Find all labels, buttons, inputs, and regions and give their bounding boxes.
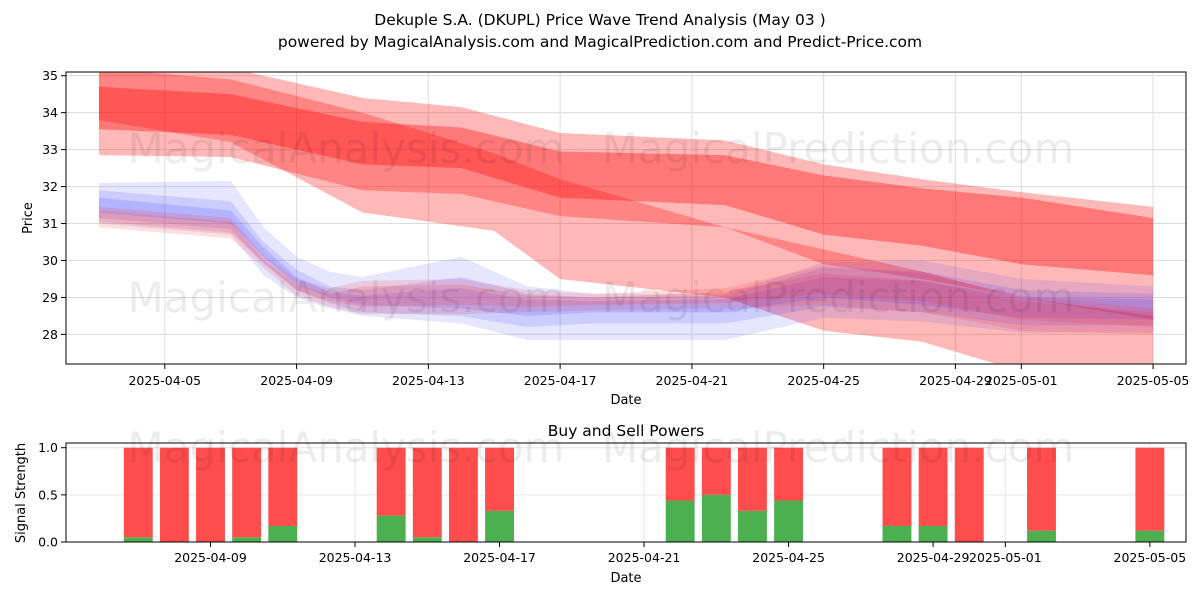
power-y-ticks: 0.0 0.5 1.0 [38, 440, 66, 550]
power-x-tick-label: 2025-05-05 [1114, 550, 1187, 565]
sell-bar [738, 447, 767, 511]
price-x-tick-label: 2025-04-29 [919, 373, 992, 388]
buy-bar [268, 525, 298, 542]
sell-bar [232, 447, 262, 538]
sell-bar [882, 447, 912, 526]
price-band-pink-wave-0 [98, 206, 1154, 335]
price-x-tick-label: 2025-04-13 [392, 373, 465, 388]
power-x-tick-label: 2025-05-01 [969, 550, 1042, 565]
price-bands [98, 72, 1154, 364]
sell-bar [918, 447, 948, 526]
power-plot-frame [65, 442, 1187, 543]
buy-bar [882, 525, 912, 542]
price-x-tick-label: 2025-04-25 [787, 373, 860, 388]
watermark-text: MagicalPrediction.com [602, 124, 1075, 173]
sell-bar [159, 447, 189, 542]
price-band-blue-wave-2 [98, 197, 1154, 320]
price-x-tick-label: 2025-04-21 [656, 373, 729, 388]
buy-bar [412, 537, 442, 542]
price-chart-subtitle: powered by MagicalAnalysis.com and Magic… [278, 33, 922, 51]
buy-bar [232, 537, 262, 542]
power-bars [123, 447, 1165, 542]
price-band-blue-wave-1 [98, 190, 1154, 328]
power-x-ticks: 2025-04-09 2025-04-13 2025-04-17 2025-04-21… [174, 542, 1186, 565]
price-y-tick-label: 35 [42, 68, 58, 83]
price-y-tick-label: 28 [42, 327, 58, 342]
buy-bar [701, 494, 731, 542]
power-x-tick-label: 2025-04-25 [752, 550, 825, 565]
buy-bar [485, 510, 514, 542]
price-y-tick-label: 29 [42, 290, 58, 305]
power-x-tick-label: 2025-04-29 [897, 550, 970, 565]
buy-bar [1027, 530, 1056, 542]
watermark-text: MagicalAnalysis.com [128, 423, 565, 472]
power-watermarks: MagicalAnalysis.com MagicalPrediction.com [128, 423, 1075, 472]
price-band-blue-wave-0 [98, 181, 1154, 340]
sell-bar [448, 447, 478, 542]
watermark-text: MagicalPrediction.com [602, 273, 1075, 322]
price-band-red-wave-upper-outer--2 [98, 72, 1154, 364]
price-y-tick-label: 33 [42, 142, 58, 157]
price-y-axis-label: Price [21, 202, 36, 234]
buy-bar [918, 525, 948, 542]
sell-bar [268, 447, 298, 526]
sell-bar [774, 447, 804, 501]
price-x-tick-label: 2025-05-05 [1117, 373, 1190, 388]
sell-bar [412, 447, 442, 538]
price-wave-chart: MagicalAnalysis.com MagicalPrediction.com… [21, 11, 1189, 408]
price-watermarks: MagicalAnalysis.com MagicalPrediction.com… [128, 124, 1075, 322]
power-y-axis-label: Signal Strength [14, 443, 29, 543]
price-plot-frame [65, 71, 1187, 365]
power-x-axis-label: Date [610, 571, 641, 586]
price-x-tick-label: 2025-05-01 [985, 373, 1058, 388]
price-band-pink-wave-1 [98, 210, 1154, 328]
price-band-red-wave-upper-outer--1 [98, 86, 1154, 276]
price-y-tick-label: 31 [42, 216, 58, 231]
price-chart-title: Dekuple S.A. (DKUPL) Price Wave Trend An… [374, 11, 825, 29]
price-x-tick-label: 2025-04-05 [128, 373, 201, 388]
sell-bar [485, 447, 514, 511]
power-x-tick-label: 2025-04-21 [608, 550, 681, 565]
power-y-tick-label: 1.0 [38, 440, 58, 455]
sell-bar [1027, 447, 1056, 531]
sell-bar [196, 447, 225, 542]
price-x-tick-label: 2025-04-17 [524, 373, 597, 388]
price-y-tick-label: 32 [42, 179, 58, 194]
price-band-red-wave-upper-outer--0 [98, 72, 1154, 320]
buy-bar [123, 537, 153, 542]
price-x-ticks: 2025-04-05 2025-04-09 2025-04-13 2025-04-17… [128, 364, 1189, 388]
power-y-tick-label: 0.5 [38, 487, 58, 502]
power-y-tick-label: 0.0 [38, 535, 58, 550]
price-x-axis-label: Date [610, 393, 641, 408]
power-chart-title: Buy and Sell Powers [548, 422, 705, 440]
sell-bar [376, 447, 406, 516]
power-x-tick-label: 2025-04-17 [463, 550, 536, 565]
sell-bar [701, 447, 731, 495]
watermark-text: MagicalAnalysis.com [128, 273, 565, 322]
watermark-text: MagicalAnalysis.com [128, 124, 565, 173]
price-y-tick-label: 34 [42, 105, 58, 120]
buy-sell-power-chart: MagicalAnalysis.com MagicalPrediction.com… [14, 422, 1187, 586]
sell-bar [954, 447, 984, 542]
power-x-tick-label: 2025-04-09 [174, 550, 247, 565]
buy-bar [1135, 530, 1165, 542]
power-x-tick-label: 2025-04-13 [319, 550, 392, 565]
sell-bar [665, 447, 695, 501]
price-chart-grid [66, 72, 1186, 364]
watermark-text: MagicalPrediction.com [602, 423, 1075, 472]
price-y-ticks: 28 29 30 31 32 33 34 35 [42, 68, 66, 342]
buy-bar [665, 500, 695, 542]
buy-bar [774, 500, 804, 542]
price-x-tick-label: 2025-04-09 [260, 373, 333, 388]
buy-bar [738, 510, 767, 542]
price-y-tick-label: 30 [42, 253, 58, 268]
buy-bar [376, 515, 406, 542]
sell-bar [123, 447, 153, 538]
sell-bar [1135, 447, 1165, 531]
